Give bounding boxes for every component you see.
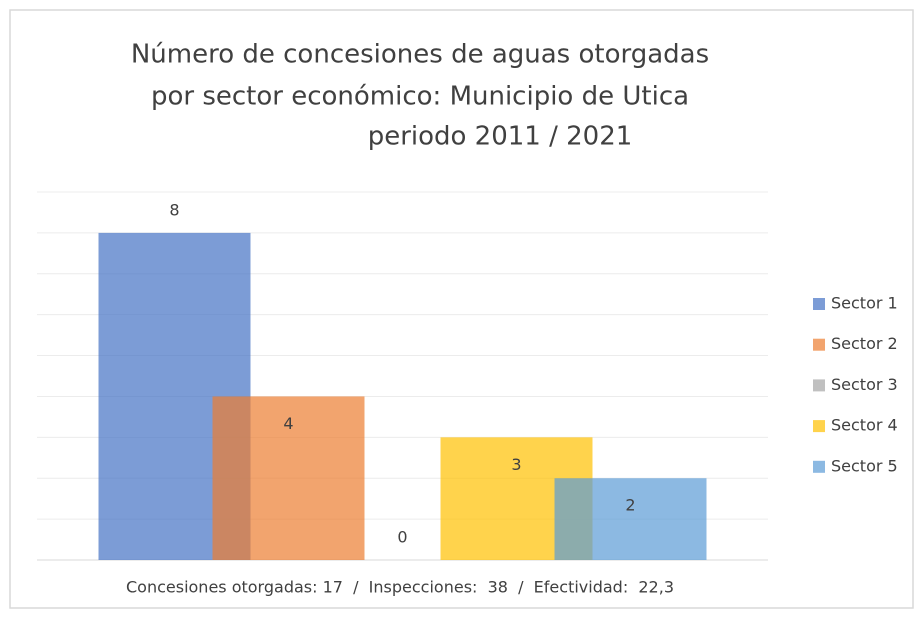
data-label: 3: [511, 455, 521, 474]
legend-swatch: [813, 460, 825, 473]
bar: [554, 478, 707, 560]
legend-label: Sector 3: [831, 375, 898, 394]
legend-label: Sector 1: [831, 294, 898, 313]
bar: [212, 396, 365, 560]
data-label: 8: [169, 200, 179, 219]
legend-label: Sector 2: [831, 334, 898, 353]
legend-label: Sector 5: [831, 456, 898, 475]
legend-swatch: [813, 298, 825, 310]
legend-swatch: [813, 420, 825, 433]
data-label: 0: [397, 528, 407, 547]
data-label: 4: [283, 414, 293, 433]
legend-swatch: [813, 379, 825, 392]
chart-title: Número de concesiones de aguas otorgadas: [131, 40, 709, 70]
x-axis-label: Concesiones otorgadas: 17 / Inspecciones…: [126, 578, 674, 597]
data-label: 2: [625, 496, 635, 515]
chart-title: por sector económico: Municipio de Utica: [151, 82, 689, 112]
legend-swatch: [813, 338, 825, 351]
legend-label: Sector 4: [831, 416, 898, 435]
chart-title: periodo 2011 / 2021: [368, 122, 633, 152]
